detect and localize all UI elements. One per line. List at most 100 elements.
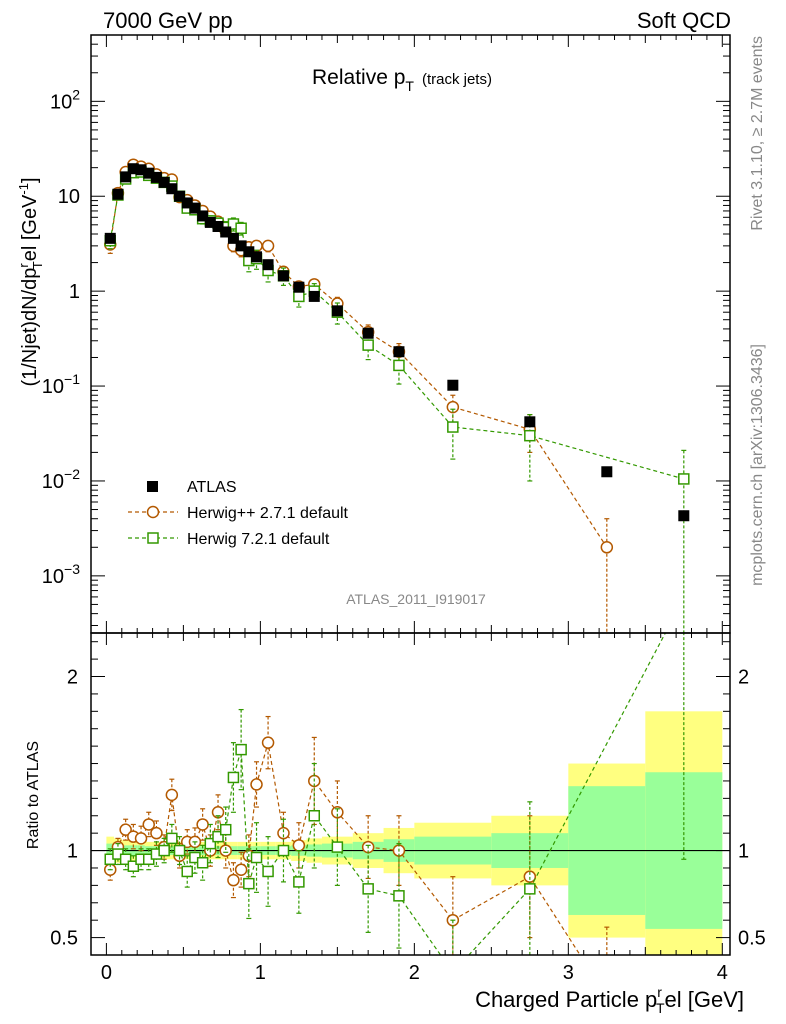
x-axis-label: Charged Particle pr Tel [GeV] xyxy=(475,984,744,1016)
data-point-atlas xyxy=(166,183,178,195)
ratio-data-point-herwig7 xyxy=(293,876,305,888)
data-point-herwig7 xyxy=(235,222,247,234)
tick-labels-layer: 10−3 10−2 10−1 1 10 102 0 1 2 3 4 0.5 0.5 1 1 2 2 xyxy=(42,86,766,984)
ratio-data-point-herwigpp xyxy=(250,778,263,791)
axes-layer xyxy=(90,34,731,956)
ratio-data-point-herwig7 xyxy=(331,841,344,853)
ratio-data-point-herwig7 xyxy=(196,857,209,869)
ratio-data-point-herwigpp xyxy=(227,873,240,887)
data-point-atlas xyxy=(135,164,147,176)
ratio-data-point-herwig7 xyxy=(362,883,374,895)
data-point-herwigpp xyxy=(600,541,614,554)
data-point-atlas xyxy=(220,226,232,238)
main-series-layer xyxy=(103,158,690,633)
data-point-herwig7 xyxy=(393,359,405,372)
data-point-atlas xyxy=(158,176,170,188)
data-point-atlas xyxy=(197,210,209,222)
ratio-y-tick-label-right: 0.5 xyxy=(738,928,766,950)
data-point-atlas xyxy=(524,416,536,428)
ratio-plot-frame xyxy=(90,632,731,956)
ratio-data-point-herwigpp xyxy=(219,844,232,857)
data-point-atlas xyxy=(104,232,116,244)
data-point-herwig7 xyxy=(362,339,374,351)
ratio-data-point-herwig7 xyxy=(212,830,224,843)
data-point-atlas xyxy=(181,197,193,209)
ratio-y-tick-label-right: 1 xyxy=(738,841,749,863)
x-tick-label: 1 xyxy=(255,962,266,984)
ratio-data-point-herwigpp xyxy=(196,818,209,831)
ratio-data-point-herwigpp xyxy=(119,823,132,836)
series-line-herwig7 xyxy=(109,171,684,480)
legend-entry-herwig7: Herwig 7.2.1 default xyxy=(128,531,330,548)
main-y-tick-label: 10−2 xyxy=(42,466,80,493)
legend-label-atlas: ATLAS xyxy=(187,479,237,496)
legend-label-herwigpp: Herwig++ 2.7.1 default xyxy=(187,505,349,522)
header-category-label: Soft QCD xyxy=(637,8,731,33)
data-point-atlas xyxy=(227,232,239,244)
data-point-atlas xyxy=(678,510,690,522)
data-point-atlas xyxy=(601,466,613,478)
ratio-data-point-herwig7 xyxy=(308,810,321,822)
main-y-tick-label: 1 xyxy=(69,281,80,303)
ratio-y-tick-label: 1 xyxy=(67,841,78,863)
ratio-y-tick-label: 0.5 xyxy=(50,928,78,950)
x-tick-label: 3 xyxy=(563,962,574,984)
ratio-y-axis-label: Ratio to ATLAS xyxy=(25,741,42,849)
data-point-atlas xyxy=(293,281,305,293)
legend-marker-herwigpp xyxy=(146,505,160,519)
ratio-data-point-herwig7 xyxy=(181,865,193,878)
data-point-herwig7 xyxy=(447,421,459,433)
data-point-atlas xyxy=(251,251,263,263)
ratio-data-point-herwig7 xyxy=(227,771,240,784)
ratio-data-point-herwig7 xyxy=(243,877,255,890)
ratio-data-point-herwigpp xyxy=(261,736,275,749)
data-point-herwigpp xyxy=(446,400,460,414)
data-point-herwig7 xyxy=(678,473,690,485)
x-tick-label: 4 xyxy=(717,962,728,984)
ratio-data-point-herwig7 xyxy=(173,844,186,857)
data-point-atlas xyxy=(143,167,155,179)
mcplots-source-label: mcplots.cern.ch [arXiv:1306.3436] xyxy=(749,344,766,586)
data-point-atlas xyxy=(243,246,255,258)
data-point-herwigpp xyxy=(261,239,275,253)
ratio-data-point-herwig7 xyxy=(204,837,217,850)
ratio-data-point-herwig7 xyxy=(219,823,232,836)
header-energy-label: 7000 GeV pp xyxy=(103,8,233,33)
x-tick-label: 2 xyxy=(409,962,420,984)
ratio-data-point-herwigpp xyxy=(165,788,179,802)
ratio-data-point-herwig7 xyxy=(250,851,263,864)
data-point-atlas xyxy=(277,270,289,282)
main-y-tick-label: 10−3 xyxy=(42,561,80,588)
data-point-atlas xyxy=(120,171,132,183)
data-point-atlas xyxy=(235,240,247,252)
main-plot-title: Relative pT (track jets) xyxy=(312,66,492,94)
ratio-series-line-herwigpp xyxy=(109,742,581,955)
data-point-atlas xyxy=(189,202,201,214)
data-point-atlas xyxy=(393,346,405,358)
data-point-atlas xyxy=(362,327,374,339)
ratio-y-tick-label: 2 xyxy=(67,667,78,689)
data-point-atlas xyxy=(127,163,139,175)
ratio-data-point-herwig7 xyxy=(448,967,458,977)
data-point-atlas xyxy=(112,188,124,200)
ratio-data-point-herwigpp xyxy=(277,826,290,840)
data-point-atlas xyxy=(308,290,320,302)
ratio-data-point-herwig7 xyxy=(127,860,140,872)
ratio-data-point-herwig7 xyxy=(158,844,170,857)
ratio-data-point-herwigpp xyxy=(331,806,344,819)
ratio-data-point-herwigpp xyxy=(292,839,306,852)
legend-entry-atlas: ATLAS xyxy=(147,479,237,496)
legend: ATLAS Herwig++ 2.7.1 default Herwig 7.2.… xyxy=(128,479,349,548)
analysis-id-watermark: ATLAS_2011_I919017 xyxy=(346,591,486,607)
data-point-atlas xyxy=(331,305,343,317)
ratio-data-point-herwig7 xyxy=(393,890,405,902)
ratio-data-point-herwigpp xyxy=(234,863,248,876)
x-tick-label: 0 xyxy=(101,962,112,984)
main-y-tick-label: 10−1 xyxy=(42,371,80,398)
ratio-data-point-herwigpp xyxy=(150,826,163,840)
data-point-atlas xyxy=(174,190,186,202)
main-y-tick-label: 102 xyxy=(50,86,80,113)
ratio-data-point-herwig7 xyxy=(277,844,290,857)
series-line-herwigpp xyxy=(109,164,608,548)
ratio-data-point-herwig7 xyxy=(262,865,274,878)
